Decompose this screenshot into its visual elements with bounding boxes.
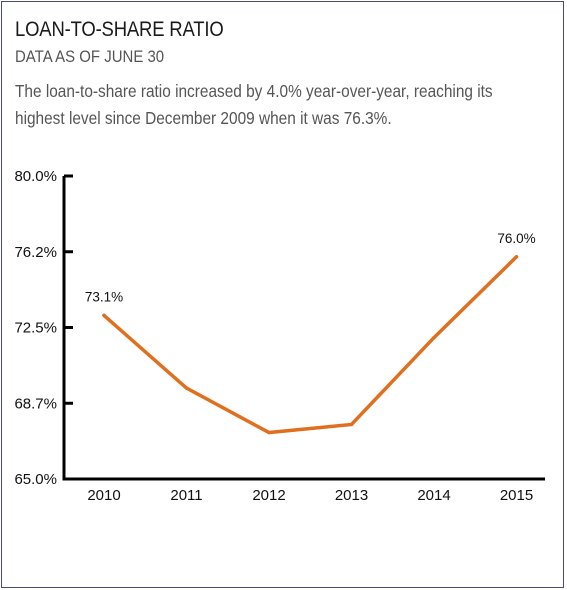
data-label: 73.1% (85, 289, 123, 304)
x-tick-label: 2012 (252, 487, 285, 504)
chart-description: The loan-to-share ratio increased by 4.0… (15, 81, 493, 128)
data-point (102, 313, 106, 318)
chart-title: LOAN-TO-SHARE RATIO (15, 18, 224, 41)
y-tick-label: 80.0% (14, 168, 57, 185)
y-tick-label: 68.7% (14, 395, 57, 412)
data-point (432, 335, 436, 340)
y-tick-label: 65.0% (14, 471, 57, 488)
x-tick-label: 2014 (417, 487, 450, 504)
chart-subtitle: DATA AS OF JUNE 30 (15, 47, 165, 66)
y-tick-label: 72.5% (14, 320, 57, 337)
series-line (102, 255, 519, 435)
data-point (184, 386, 189, 390)
x-tick-label: 2015 (500, 487, 533, 504)
data-point (514, 255, 519, 259)
y-tick-label: 76.2% (14, 244, 57, 261)
data-label: 76.0% (497, 231, 535, 246)
data-point (349, 422, 354, 427)
x-tick-label: 2011 (170, 487, 202, 504)
x-tick-label: 2013 (335, 487, 368, 504)
data-point (267, 430, 271, 435)
x-tick-label: 2010 (87, 487, 120, 504)
